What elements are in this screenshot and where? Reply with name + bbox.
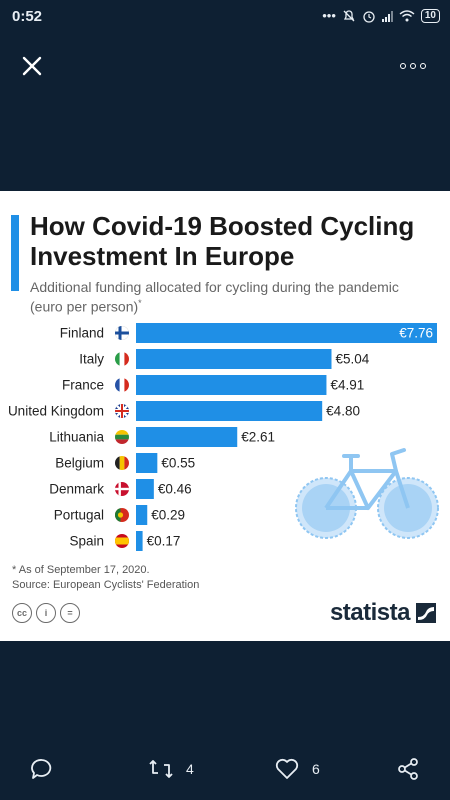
retweet-count: 4	[186, 761, 194, 777]
value-label: €7.76	[399, 326, 433, 341]
license-icons: cc i =	[12, 603, 80, 623]
value-label: €0.55	[161, 456, 195, 471]
bar	[136, 531, 143, 551]
more-notifications-icon: •••	[322, 8, 336, 23]
chart-title: How Covid-19 Boosted Cycling Investment …	[30, 211, 415, 271]
category-label: Lithuania	[49, 430, 104, 445]
bar	[136, 323, 437, 343]
brand-wordmark: statista	[329, 599, 411, 626]
tweet-actions-bar: 4 6	[0, 745, 450, 795]
category-label: United Kingdom	[8, 404, 104, 419]
category-label: Spain	[69, 534, 104, 549]
battery-icon: 10	[420, 8, 440, 23]
reply-button[interactable]	[30, 757, 54, 781]
bar	[136, 349, 332, 369]
flag-icon	[115, 404, 129, 418]
close-icon	[22, 56, 42, 76]
more-options-button[interactable]	[400, 58, 428, 74]
bar	[136, 375, 327, 395]
share-button[interactable]	[396, 757, 420, 781]
status-time: 0:52	[12, 8, 43, 25]
value-label: €2.61	[241, 430, 275, 445]
value-label: €0.29	[151, 508, 185, 523]
more-options-icon	[400, 63, 406, 69]
status-icons: ••• 10	[322, 8, 440, 23]
infographic-image[interactable]: How Covid-19 Boosted Cycling Investment …	[0, 191, 450, 641]
category-label: France	[62, 378, 104, 393]
bar-chart: Finland €7.76 Italy €5.04 France €4.91 United …	[0, 321, 450, 561]
more-options-dot	[420, 63, 426, 69]
bar-chart-svg: Finland €7.76 Italy €5.04 France €4.91 United …	[8, 323, 439, 551]
flag-icon	[115, 456, 129, 470]
share-icon	[398, 758, 418, 780]
like-count: 6	[312, 761, 320, 777]
value-label: €0.46	[158, 482, 192, 497]
close-button[interactable]	[18, 52, 46, 80]
subtitle-footnote-mark: *	[138, 298, 142, 308]
category-label: Italy	[79, 352, 104, 367]
category-label: Finland	[60, 326, 104, 341]
flag-icon	[115, 352, 129, 366]
nd-icon: =	[60, 603, 80, 623]
alarm-icon	[363, 10, 375, 23]
category-label: Belgium	[55, 456, 104, 471]
flag-icon	[115, 508, 129, 522]
category-label: Denmark	[49, 482, 104, 497]
comment-icon	[31, 759, 52, 779]
title-accent-bar	[11, 215, 19, 291]
retweet-button[interactable]: 4	[148, 757, 194, 781]
flag-icon	[115, 430, 129, 444]
footnote: * As of September 17, 2020.	[12, 564, 150, 576]
flag-icon	[115, 378, 129, 392]
bar	[136, 479, 154, 499]
cc-icon: cc	[12, 603, 32, 623]
heart-icon	[275, 758, 299, 779]
like-button[interactable]: 6	[274, 757, 320, 781]
wifi-icon	[399, 9, 415, 21]
chart-subtitle: Additional funding allocated for cycling…	[30, 279, 410, 315]
statista-logo-icon	[416, 603, 436, 623]
category-label: Portugal	[54, 508, 104, 523]
subtitle-text: Additional funding allocated for cycling…	[30, 279, 399, 315]
bar	[136, 427, 238, 447]
bar	[136, 505, 148, 525]
value-label: €5.04	[335, 352, 369, 367]
signal-icon	[381, 10, 393, 22]
more-options-dot	[410, 63, 416, 69]
by-icon: i	[36, 603, 56, 623]
bicycle-illustration	[295, 448, 439, 539]
flag-icon	[115, 534, 129, 548]
retweet-icon	[149, 760, 173, 778]
value-label: €4.80	[326, 404, 360, 419]
statista-logo: statista	[330, 599, 436, 627]
source-note: Source: European Cyclists' Federation	[12, 579, 200, 591]
flag-icon	[115, 326, 129, 340]
flag-icon	[115, 482, 129, 496]
bar	[136, 453, 158, 473]
mute-icon	[343, 9, 355, 21]
status-bar: 0:52 ••• 10	[0, 0, 450, 34]
value-label: €4.91	[330, 378, 364, 393]
value-label: €0.17	[147, 534, 181, 549]
bar	[136, 401, 323, 421]
